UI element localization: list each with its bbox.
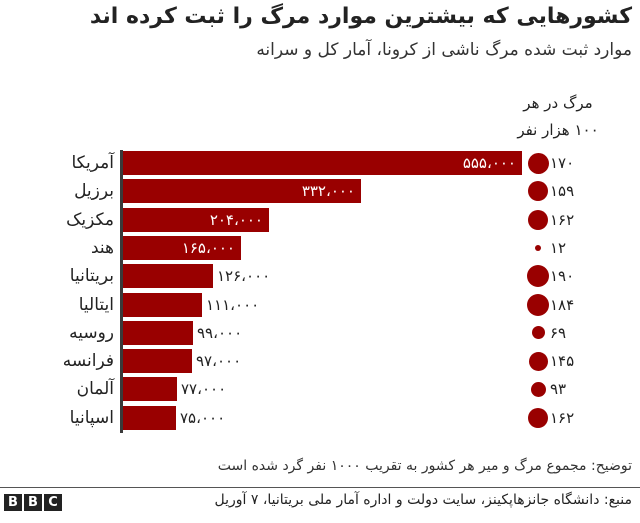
per-capita-value: ۱۶۲ (550, 210, 575, 229)
bar (122, 264, 213, 289)
per-capita-dot (535, 244, 541, 251)
bar (122, 179, 361, 204)
per-capita-value: ۱۶۲ (550, 408, 575, 427)
chart-row: آمریکا ۵۵۵،۰۰۰ ۱۷۰ (0, 150, 640, 176)
chart-row: مکزیک ۲۰۴،۰۰۰ ۱۶۲ (0, 207, 640, 233)
per-capita-value: ۶۹ (550, 323, 567, 342)
per-capita-dot (527, 265, 549, 288)
country-label: آلمان (76, 379, 114, 400)
per-capita-dot (527, 293, 549, 316)
bar-value-label: ۱۲۶،۰۰۰ (217, 267, 271, 286)
per-capita-dot (531, 326, 545, 340)
bbc-logo-letter: B (4, 494, 22, 511)
chart-row: ایتالیا ۱۱۱،۰۰۰ ۱۸۴ (0, 292, 640, 318)
bar-value-label: ۹۷،۰۰۰ (196, 352, 242, 371)
bar (122, 320, 193, 345)
per-capita-dot (528, 351, 548, 371)
bar-value-label: ۲۰۴،۰۰۰ (209, 210, 263, 229)
y-axis-line (120, 150, 123, 433)
chart-row: فرانسه ۹۷،۰۰۰ ۱۴۵ (0, 348, 640, 374)
chart-source: منبع: دانشگاه جانزهاپکینز، سایت دولت و ا… (214, 492, 632, 508)
per-capita-value: ۹۳ (550, 380, 567, 399)
chart-note: توضیح: مجموع مرگ و میر هر کشور به تقریب … (217, 458, 632, 474)
per-capita-value: ۱۷۰ (550, 154, 575, 172)
per-capita-value: ۱۴۵ (550, 352, 575, 371)
chart-row: روسیه ۹۹،۰۰۰ ۶۹ (0, 320, 640, 346)
bbc-logo-letter: C (44, 494, 62, 511)
country-label: هند (90, 237, 114, 258)
bar-value-label: ۷۷،۰۰۰ (181, 380, 227, 399)
country-label: اسپانیا (69, 407, 114, 428)
per-capita-header: مرگ در هر ۱۰۰ هزار نفر (498, 90, 618, 144)
country-label: مکزیک (66, 209, 114, 230)
bar (122, 235, 241, 260)
country-label: ایتالیا (78, 294, 114, 315)
per-capita-value: ۱۸۴ (550, 295, 575, 314)
per-capita-value: ۱۵۹ (550, 182, 575, 201)
per-capita-dot (527, 152, 549, 174)
chart-row: اسپانیا ۷۵،۰۰۰ ۱۶۲ (0, 405, 640, 431)
country-label: فرانسه (62, 351, 114, 372)
per-capita-dot (528, 181, 548, 202)
bar-value-label: ۵۵۵،۰۰۰ (462, 154, 516, 172)
chart-title: کشورهایی که بیشترین موارد مرگ را ثبت کرد… (89, 4, 632, 29)
country-label: روسیه (69, 322, 114, 343)
country-label: برزیل (74, 181, 114, 202)
bar (122, 349, 192, 374)
footer-divider (0, 487, 640, 488)
country-label: آمریکا (71, 153, 114, 173)
chart-row: آلمان ۷۷،۰۰۰ ۹۳ (0, 376, 640, 402)
bar-value-label: ۱۱۱،۰۰۰ (206, 295, 260, 314)
bar (122, 207, 269, 232)
bar (122, 292, 202, 317)
bar (122, 377, 177, 402)
bar-value-label: ۳۳۲،۰۰۰ (301, 182, 355, 201)
bar-value-label: ۷۵،۰۰۰ (180, 408, 226, 427)
per-capita-dot (528, 407, 548, 428)
bar (122, 405, 176, 430)
chart-subtitle: موارد ثبت شده مرگ ناشی از کرونا، آمار کل… (256, 40, 632, 60)
bbc-logo: B B C (4, 494, 62, 511)
per-capita-header-line2: ۱۰۰ هزار نفر (517, 121, 599, 139)
chart-row: هند ۱۶۵،۰۰۰ ۱۲ (0, 235, 640, 261)
per-capita-header-line1: مرگ در هر (523, 94, 593, 112)
bbc-logo-letter: B (24, 494, 42, 511)
per-capita-dot (530, 381, 546, 397)
country-label: بریتانیا (69, 266, 114, 287)
per-capita-dot (528, 209, 548, 230)
chart-row: برزیل ۳۳۲،۰۰۰ ۱۵۹ (0, 178, 640, 204)
per-capita-value: ۱۹۰ (550, 267, 575, 286)
per-capita-value: ۱۲ (550, 238, 567, 257)
bar-value-label: ۱۶۵،۰۰۰ (181, 238, 235, 257)
bar-value-label: ۹۹،۰۰۰ (197, 323, 243, 342)
chart-row: بریتانیا ۱۲۶،۰۰۰ ۱۹۰ (0, 263, 640, 289)
bar (122, 151, 522, 175)
